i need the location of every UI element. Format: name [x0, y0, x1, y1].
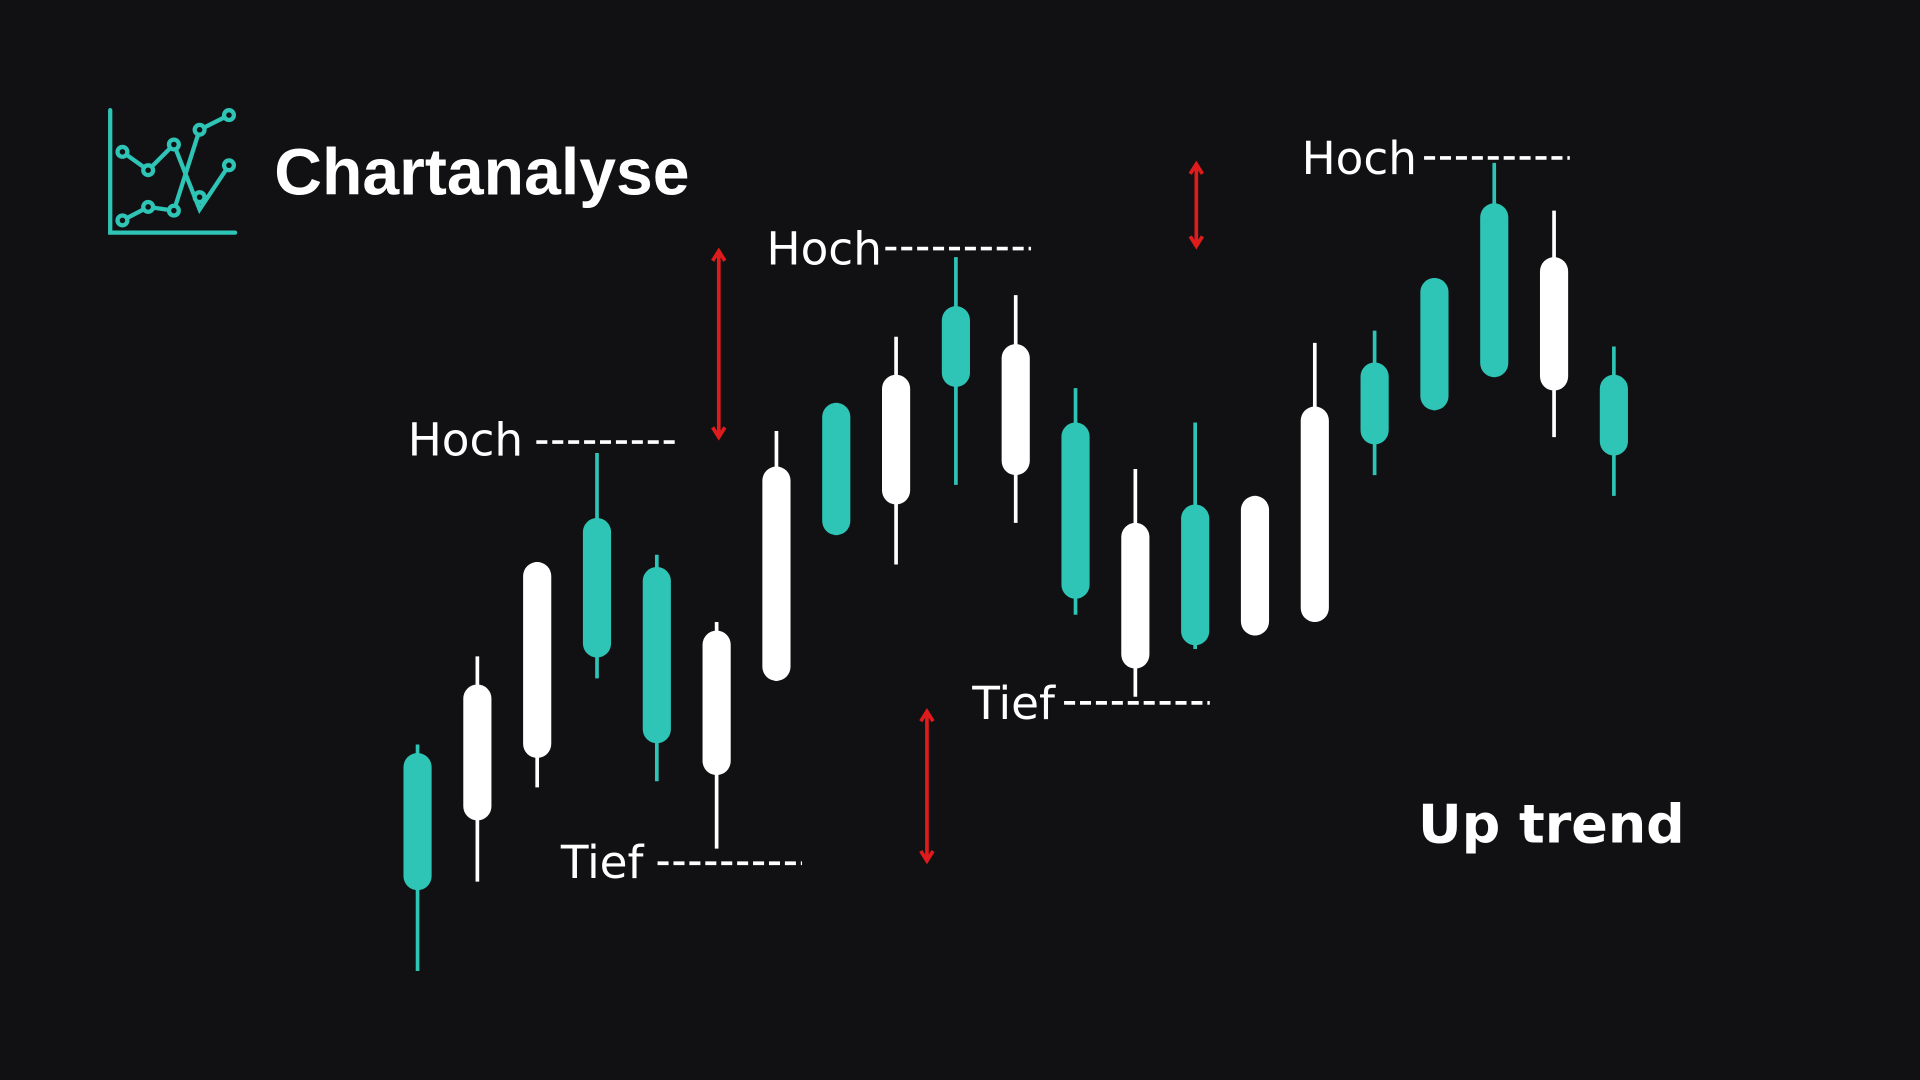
candles-group [403, 162, 1628, 972]
candle [582, 453, 612, 679]
candle [1539, 210, 1569, 438]
candle [642, 554, 671, 782]
candle-body [1121, 522, 1150, 669]
candle [1360, 330, 1389, 476]
candle [1300, 342, 1329, 623]
candle [1420, 277, 1449, 411]
level-label: Hoch [1302, 132, 1417, 185]
level-high-2: Hoch [767, 222, 1032, 275]
candle-body [702, 630, 731, 776]
candle-body [582, 517, 612, 658]
level-high-1: Hoch [408, 414, 680, 467]
candle [1181, 422, 1210, 649]
candle-body [463, 684, 492, 821]
level-label: Tief [560, 836, 645, 889]
candle-body [1061, 422, 1090, 599]
candle [403, 744, 432, 972]
trend-annotation: Up trend [1418, 792, 1685, 855]
double-arrow-icon [711, 247, 727, 441]
candle-body [1240, 495, 1270, 636]
candle [1240, 495, 1270, 636]
candle-body [762, 466, 791, 681]
candle [1001, 295, 1030, 523]
candle [822, 402, 851, 536]
double-arrow-icon [919, 707, 935, 865]
candle-body [523, 562, 552, 758]
level-label: Hoch [767, 222, 882, 275]
candle [523, 562, 552, 788]
candle-body [882, 374, 911, 505]
candle [941, 257, 970, 485]
candle [1061, 388, 1090, 615]
candle-body [1181, 504, 1210, 646]
candle [1599, 346, 1628, 496]
candle-body [822, 402, 851, 536]
candle-body [403, 753, 432, 891]
double-arrow-icon [1188, 160, 1205, 250]
candle-body [1360, 362, 1389, 445]
candle-body [642, 566, 671, 744]
candle [702, 622, 731, 849]
candle-body [1599, 374, 1628, 456]
level-low-1: Tief [560, 836, 803, 889]
candle-body [1300, 406, 1329, 623]
level-label: Tief [971, 677, 1056, 730]
candle-body [1001, 344, 1030, 476]
level-label: Hoch [408, 414, 523, 467]
candle-body [1539, 257, 1569, 391]
level-low-2: Tief [971, 677, 1210, 730]
arrows-group [711, 160, 1205, 865]
candle [762, 431, 791, 681]
candle [463, 656, 492, 882]
candle [1121, 468, 1150, 697]
candle-body [1420, 277, 1449, 411]
level-high-3: Hoch [1302, 132, 1570, 185]
candle-body [1480, 203, 1509, 378]
candle-body [941, 306, 970, 387]
candle [882, 336, 911, 565]
candle [1480, 162, 1509, 378]
line-chart-icon [108, 108, 238, 235]
page-title: Chartanalyse [274, 136, 689, 210]
